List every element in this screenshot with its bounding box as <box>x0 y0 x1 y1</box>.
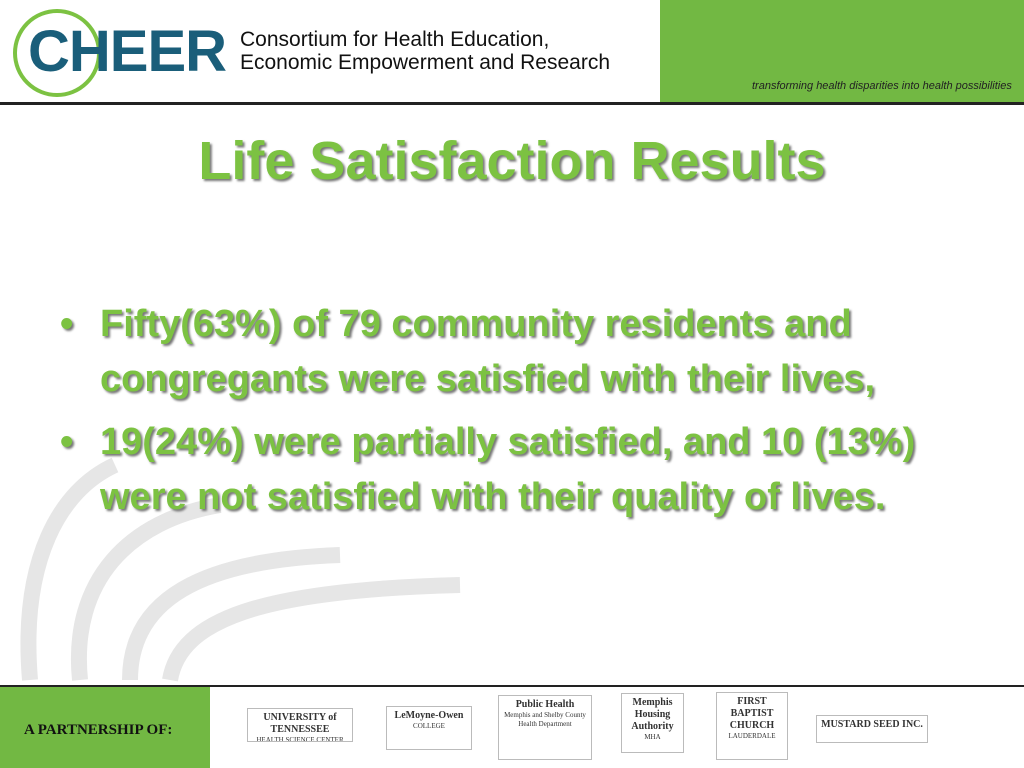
partner-logo: MUSTARD SEED INC. <box>816 715 928 743</box>
footer-panel <box>0 687 210 768</box>
partner-logo: UNIVERSITY of TENNESSEE HEALTH SCIENCE CE… <box>247 708 353 742</box>
partner-name: Memphis Housing Authority <box>631 697 674 732</box>
bullet: 19(24%) were partially satisfied, and 10… <box>60 415 930 525</box>
partner-sub: HEALTH SCIENCE CENTER <box>256 736 344 742</box>
partner-name: FIRST BAPTIST CHURCH <box>729 696 775 731</box>
partner-sub: COLLEGE <box>413 722 445 730</box>
partner-logo: LeMoyne-Owen COLLEGE <box>386 706 472 750</box>
partner-sub: LAUDERDALE <box>728 732 776 740</box>
header-panel <box>660 0 1024 102</box>
slide-title: Life Satisfaction Results <box>198 131 826 191</box>
bullet-list: Fifty(63%) of 79 community residents and… <box>60 297 960 533</box>
logo: CHEER <box>28 19 227 84</box>
bullet: Fifty(63%) of 79 community residents and… <box>60 297 930 407</box>
partner-name: Public Health <box>515 699 575 710</box>
partner-sub: MHA <box>644 733 661 741</box>
partner-sub: Memphis and Shelby County Health Departm… <box>504 711 586 728</box>
footer-rule <box>0 685 1024 687</box>
org-name: Consortium for Health Education, <box>240 28 550 51</box>
tagline: transforming health disparities into hea… <box>752 80 1012 92</box>
footer-label: A PARTNERSHIP OF: <box>24 722 173 738</box>
header-rule <box>0 102 1024 105</box>
partner-name: LeMoyne-Owen <box>394 710 464 721</box>
logo-ring <box>13 9 101 97</box>
partner-logo: Memphis Housing Authority MHA <box>621 693 684 753</box>
org-name: Economic Empowerment and Research <box>240 51 611 74</box>
partner-logo: FIRST BAPTIST CHURCH LAUDERDALE <box>716 692 788 760</box>
partner-logo: Public Health Memphis and Shelby County H… <box>498 695 592 760</box>
partner-name: UNIVERSITY of TENNESSEE <box>263 712 337 735</box>
partner-name: MUSTARD SEED INC. <box>821 719 923 730</box>
